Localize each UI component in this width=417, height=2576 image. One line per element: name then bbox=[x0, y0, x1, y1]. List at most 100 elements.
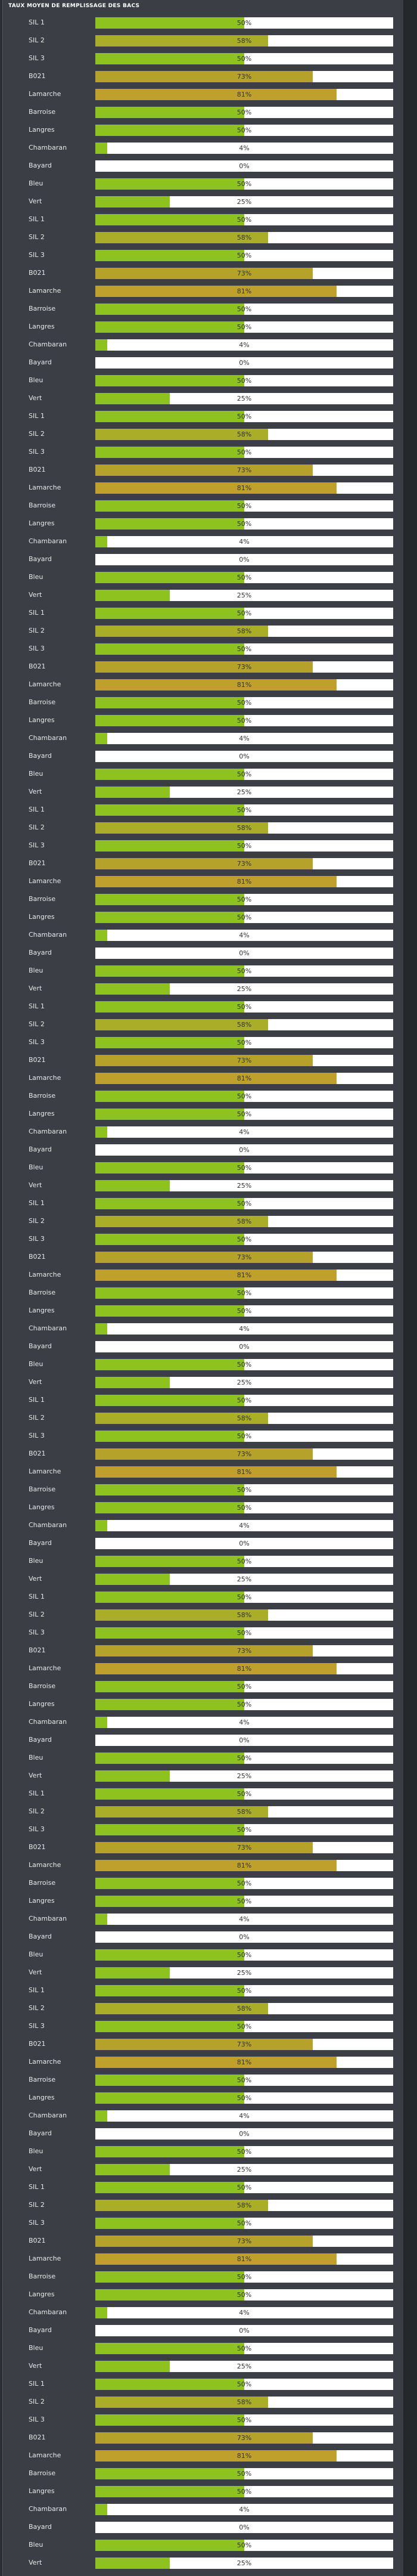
fill-row: SIL 3 50% bbox=[0, 2017, 417, 2035]
percent-label: 50% bbox=[236, 770, 252, 778]
bar-track: 50% bbox=[95, 804, 393, 816]
bar-track: 81% bbox=[95, 1860, 393, 1871]
bar-track: 50% bbox=[95, 1484, 393, 1496]
percent-label: 50% bbox=[236, 55, 252, 63]
percent-label: 50% bbox=[236, 2470, 252, 2478]
bar-fill bbox=[95, 2236, 313, 2247]
bar-track: 50% bbox=[95, 2289, 393, 2301]
bar-fill bbox=[95, 1842, 313, 1853]
percent-label: 50% bbox=[236, 520, 252, 528]
bar-fill bbox=[95, 500, 244, 512]
percent-label: 50% bbox=[236, 2488, 252, 2496]
bar-fill bbox=[95, 626, 268, 637]
bar-fill bbox=[95, 858, 313, 869]
bin-label: Bayard bbox=[29, 1342, 52, 1350]
bin-label: Barroise bbox=[29, 501, 56, 509]
bin-label: Bleu bbox=[29, 1754, 43, 1761]
percent-label: 4% bbox=[239, 735, 250, 742]
bin-label: SIL 2 bbox=[29, 1020, 45, 1028]
bin-label: Lamarche bbox=[29, 90, 61, 98]
bar-track: 58% bbox=[95, 2003, 393, 2014]
fill-row: SIL 2 58% bbox=[0, 1212, 417, 1230]
bar-fill bbox=[95, 1556, 244, 1567]
fill-row: Bayard 0% bbox=[0, 157, 417, 175]
bin-label: Bayard bbox=[29, 949, 52, 956]
percent-label: 50% bbox=[236, 699, 252, 707]
fill-row: Chambaran 4% bbox=[0, 729, 417, 747]
fill-row: SIL 2 58% bbox=[0, 1606, 417, 1624]
bin-label: SIL 2 bbox=[29, 430, 45, 438]
bin-label: Langres bbox=[29, 716, 55, 724]
bin-label: Lamarche bbox=[29, 877, 61, 885]
fill-row: Bleu 50% bbox=[0, 1946, 417, 1964]
bar-track: 50% bbox=[95, 769, 393, 780]
bar-track: 50% bbox=[95, 1788, 393, 1800]
fill-row: SIL 3 50% bbox=[0, 246, 417, 264]
bar-track: 58% bbox=[95, 232, 393, 243]
bin-label: Lamarche bbox=[29, 1271, 61, 1278]
bin-label: Langres bbox=[29, 323, 55, 330]
bar-fill bbox=[95, 1592, 244, 1603]
bin-label: SIL 3 bbox=[29, 1038, 45, 1046]
bar-track: 81% bbox=[95, 1466, 393, 1478]
bar-track: 58% bbox=[95, 1216, 393, 1227]
bar-track: 50% bbox=[95, 125, 393, 136]
fill-row: Langres 50% bbox=[0, 1892, 417, 1910]
bar-fill bbox=[95, 1448, 313, 1460]
bar-track: 50% bbox=[95, 715, 393, 726]
percent-label: 25% bbox=[236, 198, 252, 206]
bar-fill bbox=[95, 1001, 244, 1013]
percent-label: 50% bbox=[236, 1110, 252, 1118]
bar-track: 50% bbox=[95, 1395, 393, 1406]
bin-label: SIL 1 bbox=[29, 609, 45, 617]
bar-fill bbox=[95, 643, 244, 655]
bar-fill bbox=[95, 1019, 268, 1030]
bin-label: Bleu bbox=[29, 179, 43, 187]
bin-label: Bleu bbox=[29, 1950, 43, 1958]
bar-fill bbox=[95, 1574, 170, 1585]
bar-fill bbox=[95, 447, 244, 458]
fill-row: SIL 2 58% bbox=[0, 622, 417, 640]
bar-fill bbox=[95, 1860, 337, 1871]
bar-track: 73% bbox=[95, 1252, 393, 1263]
bin-label: Chambaran bbox=[29, 931, 67, 939]
bar-track: 58% bbox=[95, 1609, 393, 1621]
bar-track: 4% bbox=[95, 1717, 393, 1728]
bar-fill bbox=[95, 2146, 244, 2157]
fill-row: Langres 50% bbox=[0, 318, 417, 336]
bar-fill bbox=[95, 2379, 244, 2390]
bar-fill bbox=[95, 1073, 337, 1084]
fill-row: Bleu 50% bbox=[0, 2142, 417, 2160]
bin-label: Vert bbox=[29, 2362, 42, 2370]
bin-label: Barroise bbox=[29, 2272, 56, 2280]
bar-track: 50% bbox=[95, 53, 393, 64]
fill-row: SIL 2 58% bbox=[0, 1409, 417, 1427]
percent-label: 50% bbox=[236, 717, 252, 724]
bar-track: 50% bbox=[95, 1699, 393, 1710]
percent-label: 50% bbox=[236, 216, 252, 224]
bar-track: 81% bbox=[95, 876, 393, 887]
bar-track: 50% bbox=[95, 912, 393, 923]
bar-track: 50% bbox=[95, 2146, 393, 2157]
bar-fill bbox=[95, 1520, 107, 1531]
bin-label: SIL 2 bbox=[29, 2201, 45, 2209]
fill-row: SIL 3 50% bbox=[0, 1427, 417, 1445]
bin-label: SIL 3 bbox=[29, 251, 45, 259]
bar-track: 58% bbox=[95, 626, 393, 637]
fill-row: B021 73% bbox=[0, 2232, 417, 2250]
bin-label: SIL 2 bbox=[29, 1217, 45, 1225]
percent-label: 4% bbox=[239, 1325, 250, 1333]
bar-fill bbox=[95, 840, 244, 852]
percent-label: 73% bbox=[236, 2434, 252, 2442]
fill-row: B021 73% bbox=[0, 658, 417, 676]
bin-label: SIL 3 bbox=[29, 2416, 45, 2423]
bar-track: 73% bbox=[95, 1448, 393, 1460]
percent-label: 50% bbox=[236, 180, 252, 188]
bin-label: Bayard bbox=[29, 2326, 52, 2334]
bin-label: Lamarche bbox=[29, 680, 61, 688]
fill-row: Bleu 50% bbox=[0, 371, 417, 389]
fill-row: B021 73% bbox=[0, 1838, 417, 1856]
bin-label: Barroise bbox=[29, 895, 56, 903]
bar-fill bbox=[95, 1126, 107, 1138]
percent-label: 73% bbox=[236, 1647, 252, 1655]
